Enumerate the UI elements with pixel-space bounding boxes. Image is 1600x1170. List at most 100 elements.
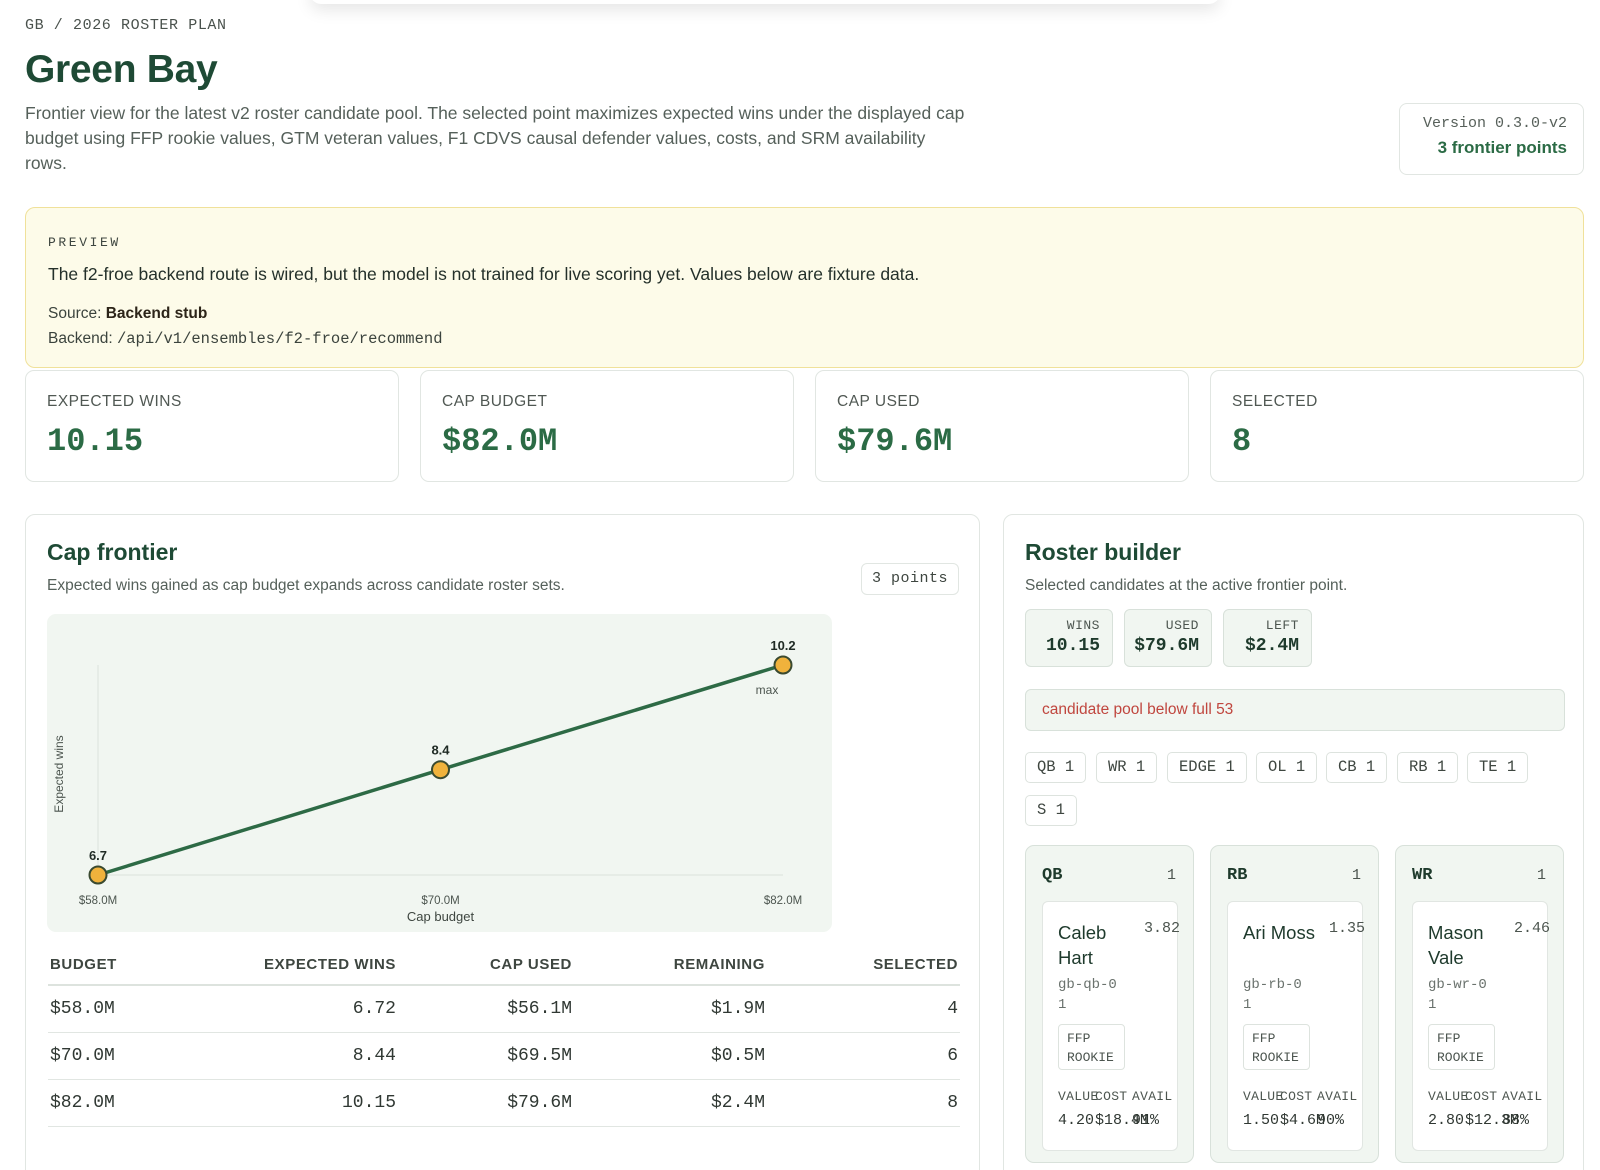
value-label: VALUE (1428, 1089, 1469, 1104)
max-label: max (756, 683, 779, 697)
tag-model: FFP (1252, 1031, 1276, 1046)
panel-title: Cap frontier (47, 539, 178, 565)
player-id: gb-rb-01 (1243, 977, 1302, 1013)
cost-value: $12.3M (1465, 1112, 1520, 1129)
value-label: VALUE (1058, 1089, 1099, 1104)
player-name: Ari Moss (1243, 922, 1315, 943)
player-name: Caleb Hart (1058, 922, 1107, 968)
tag-model: FFP (1067, 1031, 1091, 1046)
summary-value: 10.15 (1045, 636, 1100, 656)
tag-type: ROOKIE (1252, 1050, 1299, 1065)
frontier-point[interactable] (773, 655, 793, 675)
source-value: Backend stub (105, 305, 208, 322)
col-cap-used: CAP USED (398, 945, 574, 986)
frontier-points-count: 3 frontier points (1437, 138, 1567, 157)
frontier-chart: Expected wins Cap budget $58.0M $70.0M $82… (47, 614, 832, 932)
cell-cap-used: $69.5M (398, 1032, 574, 1080)
value-value: 2.80 (1428, 1112, 1465, 1129)
stat-label: SELECTED (1232, 393, 1318, 410)
cost-label: COST (1280, 1089, 1313, 1104)
cap-frontier-panel: Cap frontier Expected wins gained as cap… (25, 514, 980, 1170)
points-badge: 3 points (861, 563, 959, 595)
position-chip-qb[interactable]: QB 1 (1025, 752, 1087, 783)
table-row[interactable]: $70.0M 8.44 $69.5M $0.5M 6 (48, 1032, 960, 1080)
point-value-label: 10.2 (770, 638, 795, 653)
player-score: 3.82 (1143, 920, 1180, 937)
summary-left: LEFT $2.4M (1223, 609, 1312, 667)
summary-value: $2.4M (1244, 636, 1299, 656)
cell-remaining: $1.9M (574, 985, 767, 1033)
summary-value: $79.6M (1134, 636, 1199, 656)
avail-label: AVAIL (1502, 1089, 1543, 1104)
frontier-point[interactable] (88, 865, 108, 885)
position-chip-edge[interactable]: EDGE 1 (1167, 752, 1247, 783)
stat-label: CAP BUDGET (442, 393, 548, 410)
source-label: Source: (48, 305, 102, 322)
summary-label: WINS (1066, 618, 1100, 633)
table-row[interactable]: $58.0M 6.72 $56.1M $1.9M 4 (48, 985, 960, 1033)
preview-message: The f2-froe backend route is wired, but … (48, 264, 920, 284)
stat-value: 8 (1232, 423, 1252, 460)
tag-type: ROOKIE (1067, 1050, 1114, 1065)
table-row[interactable]: $82.0M 10.15 $79.6M $2.4M 8 (48, 1079, 960, 1127)
x-tick-label: $58.0M (79, 895, 117, 907)
model-tag: FFP ROOKIE (1243, 1024, 1310, 1070)
position-chip-rb[interactable]: RB 1 (1397, 752, 1459, 783)
table-header-row: BUDGET EXPECTED WINS CAP USED REMAINING … (48, 945, 960, 986)
player-card[interactable]: Caleb Hart 3.82 gb-qb-01 FFP ROOKIE VALUE… (1042, 901, 1180, 1151)
cell-remaining: $2.4M (574, 1079, 767, 1127)
point-value-label: 8.4 (431, 743, 450, 758)
summary-used: USED $79.6M (1124, 609, 1212, 667)
position-name: WR (1412, 866, 1433, 885)
summary-wins: WINS 10.15 (1025, 609, 1113, 667)
avail-value: 91% (1132, 1112, 1160, 1129)
preview-label: PREVIEW (48, 235, 121, 250)
position-chip-te[interactable]: TE 1 (1467, 752, 1529, 783)
player-score: 2.46 (1513, 920, 1550, 937)
avail-label: AVAIL (1317, 1089, 1358, 1104)
panel-subtitle: Expected wins gained as cap budget expan… (47, 577, 565, 594)
position-chip-s[interactable]: S 1 (1025, 795, 1077, 826)
backend-label: Backend: (48, 330, 113, 347)
cost-value: $4.6M (1280, 1112, 1326, 1129)
cell-selected: 8 (767, 1079, 960, 1127)
cell-budget: $82.0M (48, 1079, 198, 1127)
col-remaining: REMAINING (574, 945, 767, 986)
value-value: 4.20 (1058, 1112, 1095, 1129)
player-card[interactable]: Mason Vale 2.46 gb-wr-01 FFP ROOKIE VALUE… (1412, 901, 1550, 1151)
position-count: 1 (1536, 867, 1546, 884)
roster-builder-panel: Roster builder Selected candidates at th… (1003, 514, 1584, 1170)
player-card[interactable]: Ari Moss 1.35 gb-rb-01 FFP ROOKIE VALUE C… (1227, 901, 1365, 1151)
summary-label: LEFT (1265, 618, 1299, 633)
value-label: VALUE (1243, 1089, 1284, 1104)
position-card-rb: RB 1 Ari Moss 1.35 gb-rb-01 FFP ROOKIE VA… (1210, 845, 1379, 1163)
stat-label: EXPECTED WINS (47, 393, 182, 410)
cell-budget: $58.0M (48, 985, 198, 1033)
x-tick-label: $82.0M (764, 895, 802, 907)
preview-backend: Backend: /api/v1/ensembles/f2-froe/recom… (48, 330, 443, 348)
player-id: gb-qb-01 (1058, 977, 1117, 1013)
summary-label: USED (1165, 618, 1199, 633)
model-tag: FFP ROOKIE (1058, 1024, 1125, 1070)
stat-card-expected-wins: EXPECTED WINS 10.15 (25, 370, 399, 482)
position-chip-cb[interactable]: CB 1 (1326, 752, 1388, 783)
stat-card-cap-budget: CAP BUDGET $82.0M (420, 370, 794, 482)
tag-type: ROOKIE (1437, 1050, 1484, 1065)
player-score: 1.35 (1328, 920, 1365, 937)
stat-value: $79.6M (837, 423, 953, 460)
position-chip-ol[interactable]: OL 1 (1256, 752, 1318, 783)
page-title: Green Bay (25, 48, 218, 91)
value-value: 1.50 (1243, 1112, 1280, 1129)
model-tag: FFP ROOKIE (1428, 1024, 1495, 1070)
position-chip-wr[interactable]: WR 1 (1096, 752, 1158, 783)
backend-route: /api/v1/ensembles/f2-froe/recommend (116, 330, 443, 348)
cell-selected: 4 (767, 985, 960, 1033)
cell-selected: 6 (767, 1032, 960, 1080)
position-card-qb: QB 1 Caleb Hart 3.82 gb-qb-01 FFP ROOKIE … (1025, 845, 1194, 1163)
frontier-point[interactable] (431, 760, 450, 780)
panel-subtitle: Selected candidates at the active fronti… (1025, 577, 1348, 594)
player-name: Mason Vale (1428, 922, 1484, 968)
stat-value: $82.0M (442, 423, 558, 460)
avail-label: AVAIL (1132, 1089, 1173, 1104)
cell-expected-wins: 8.44 (198, 1032, 398, 1080)
